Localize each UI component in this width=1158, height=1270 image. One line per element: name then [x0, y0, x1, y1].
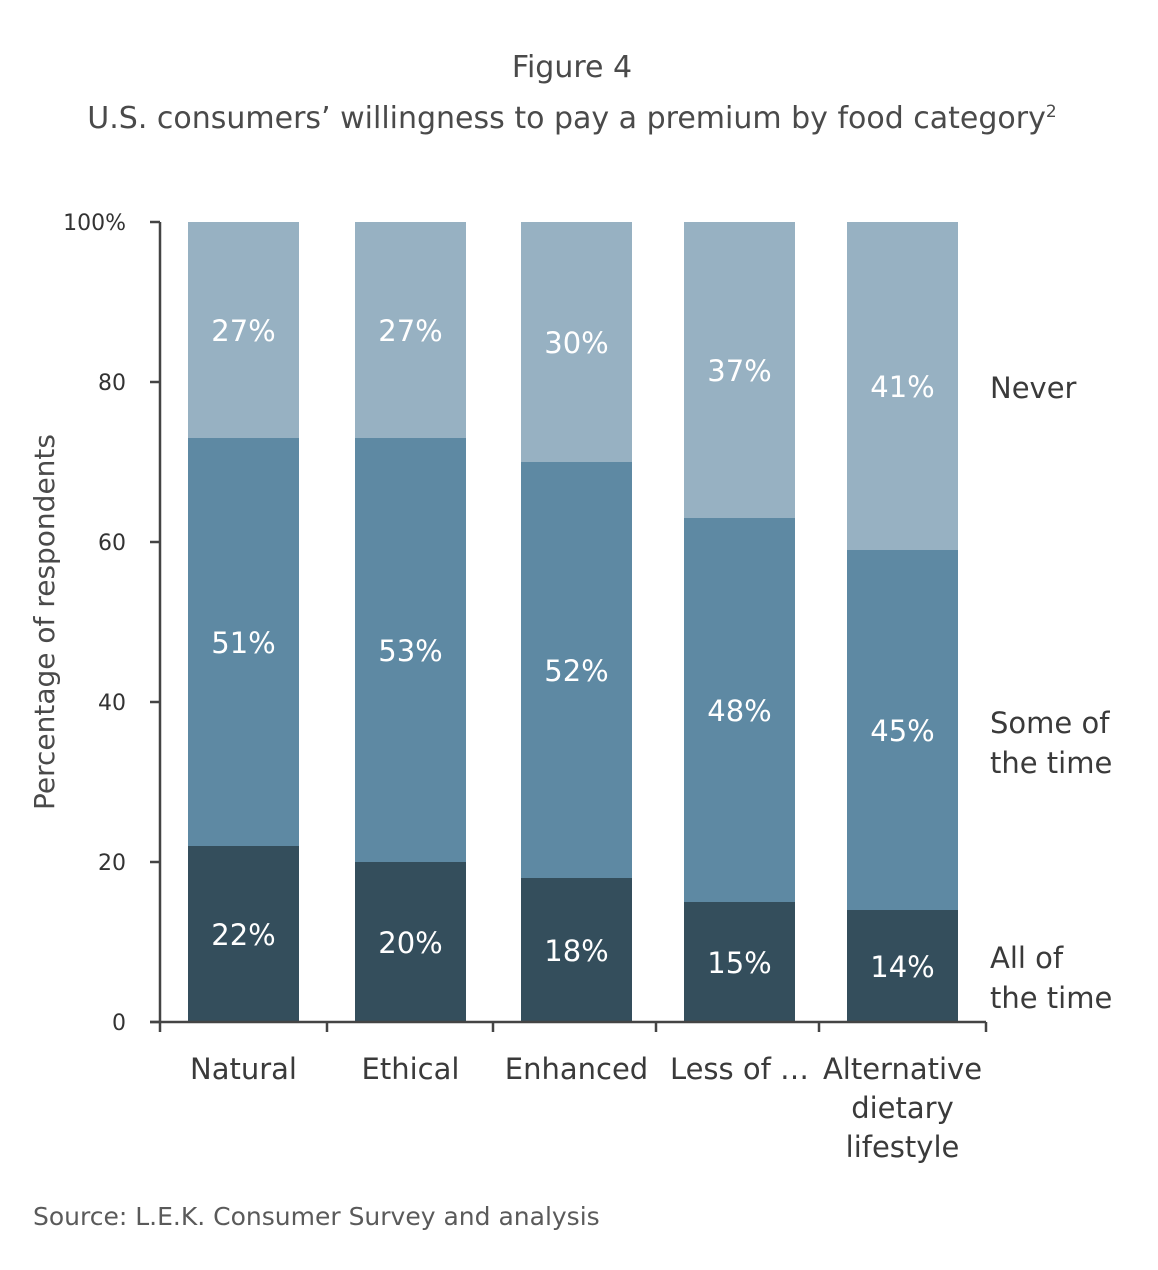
legend-label: the time — [990, 746, 1112, 780]
y-tick-label: 20 — [98, 851, 126, 876]
bar-segment — [521, 462, 632, 878]
bar-segment — [684, 902, 795, 1022]
data-label: 18% — [544, 934, 608, 968]
y-tick-label: 100% — [63, 211, 126, 236]
data-label: 30% — [544, 326, 608, 360]
data-label: 27% — [211, 314, 275, 348]
data-label: 15% — [707, 946, 771, 980]
bar-segment — [188, 222, 299, 438]
x-tick-label: Ethical — [362, 1052, 460, 1086]
source-note: Source: L.E.K. Consumer Survey and analy… — [33, 1202, 600, 1231]
data-label: 45% — [870, 714, 934, 748]
bar-segment — [188, 846, 299, 1022]
x-tick-label: Natural — [190, 1052, 297, 1086]
data-label: 22% — [211, 918, 275, 952]
bar-segment — [847, 910, 958, 1022]
data-label: 37% — [707, 354, 771, 388]
bar-segment — [521, 878, 632, 1022]
x-tick-label: Alternative — [823, 1052, 982, 1086]
legend-label: Never — [990, 371, 1077, 405]
bar-segment — [355, 438, 466, 862]
bar-segment — [355, 862, 466, 1022]
x-tick-label: lifestyle — [846, 1130, 960, 1164]
bar-segment — [684, 518, 795, 902]
bar-segment — [355, 222, 466, 438]
data-label: 52% — [544, 654, 608, 688]
bar-segment — [847, 550, 958, 910]
figure-label: Figure 4 — [511, 50, 633, 85]
x-tick-label: Less of … — [670, 1052, 809, 1086]
chart-title-text: U.S. consumers’ willingness to pay a pre… — [87, 101, 1046, 136]
legend-label: Some of — [990, 706, 1110, 740]
data-label: 53% — [378, 634, 442, 668]
data-label: 51% — [211, 626, 275, 660]
x-tick-label: Enhanced — [505, 1052, 648, 1086]
bar-segment — [188, 438, 299, 846]
y-tick-label: 60 — [98, 531, 126, 556]
legend-label: the time — [990, 981, 1112, 1015]
y-tick-label: 80 — [98, 371, 126, 396]
title-footnote-marker: 2 — [1045, 102, 1057, 122]
bar-segment — [684, 222, 795, 518]
data-label: 41% — [870, 370, 934, 404]
data-label: 20% — [378, 926, 442, 960]
y-axis-title: Percentage of respondents — [28, 434, 61, 810]
stacked-bar-chart: 22% 51% 27% 20% 53% 27% 18% 52% 30% 15% 48% 37% 14% 4… — [28, 211, 1112, 1164]
chart-title: U.S. consumers’ willingness to pay a pre… — [0, 101, 1144, 136]
x-tick-label: dietary — [851, 1091, 954, 1125]
legend-label: All of — [990, 941, 1064, 975]
bar-segment — [847, 222, 958, 550]
data-label: 27% — [378, 314, 442, 348]
y-tick-label: 0 — [112, 1011, 126, 1036]
data-label: 48% — [707, 694, 771, 728]
y-tick-label: 40 — [98, 691, 126, 716]
data-label: 14% — [870, 950, 934, 984]
bar-segment — [521, 222, 632, 462]
